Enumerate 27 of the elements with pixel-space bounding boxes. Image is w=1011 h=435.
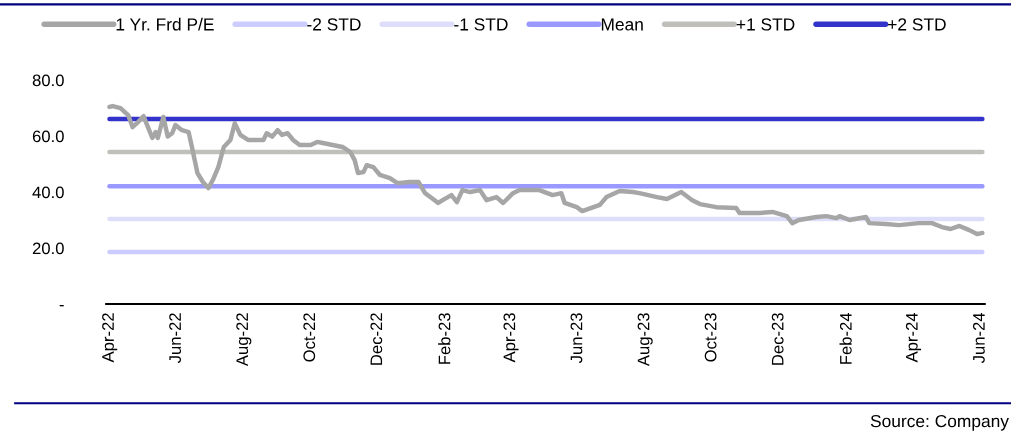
x-tick-label: Oct-23 xyxy=(704,313,717,362)
legend-label: -1 STD xyxy=(454,18,508,31)
y-tick-label: - xyxy=(59,305,64,307)
x-tick-label: Aug-23 xyxy=(637,313,653,367)
legend-label: -2 STD xyxy=(307,18,361,31)
y-tick-label: 60.0 xyxy=(32,130,64,143)
x-tick-label: Dec-22 xyxy=(370,313,383,365)
x-tick-label: Apr-22 xyxy=(102,313,118,363)
line-series xyxy=(107,103,985,237)
x-tick-label: Oct-22 xyxy=(303,313,316,362)
x-tick-label: Apr-24 xyxy=(905,312,922,363)
y-tick-label: 40.0 xyxy=(32,186,64,199)
legend-label: +2 STD xyxy=(888,18,946,31)
legend-label: 1 Yr. Frd P/E xyxy=(116,17,214,31)
x-tick-label: Apr-23 xyxy=(503,313,519,363)
x-tick-label: Jun-24 xyxy=(972,312,985,364)
y-tick-label: 20.0 xyxy=(32,242,64,255)
x-tick-label: Dec-23 xyxy=(771,313,784,365)
y-tick-label: 80.0 xyxy=(32,74,64,87)
x-tick-label: Feb-24 xyxy=(839,312,852,364)
legend-label: Mean xyxy=(601,18,643,31)
x-tick-label: Jun-22 xyxy=(169,313,181,364)
source-note: Source: Company xyxy=(870,414,1009,431)
x-tick-label: Aug-22 xyxy=(236,313,252,367)
x-tick-label: Feb-23 xyxy=(438,313,451,364)
x-tick-label: Jun-23 xyxy=(570,313,583,364)
legend-label: +1 STD xyxy=(736,18,795,31)
